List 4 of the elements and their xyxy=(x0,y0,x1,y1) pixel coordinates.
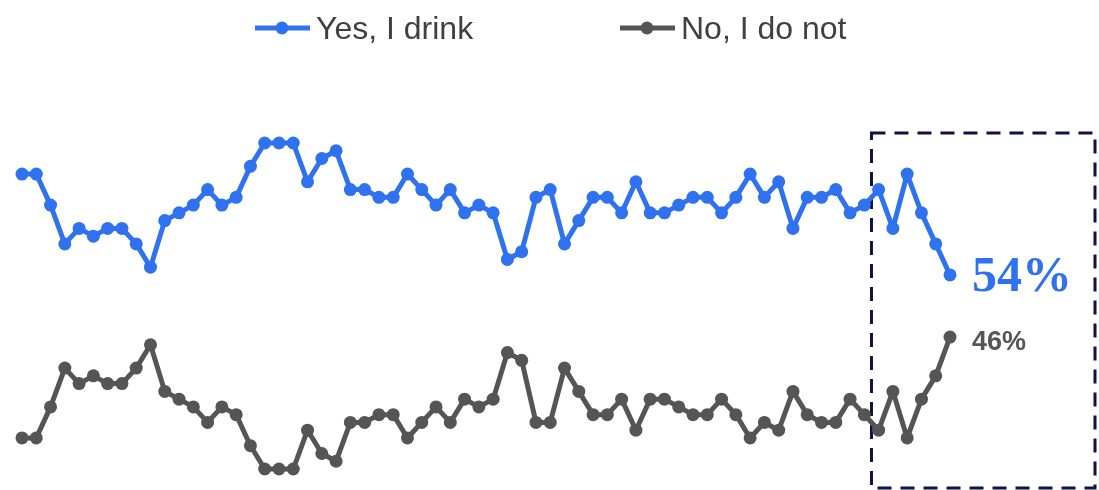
legend-label: Yes, I drink xyxy=(316,10,475,46)
legend-label: No, I do not xyxy=(681,10,847,46)
data-label: 46% xyxy=(972,326,1027,357)
data-label: 54% xyxy=(972,245,1072,302)
